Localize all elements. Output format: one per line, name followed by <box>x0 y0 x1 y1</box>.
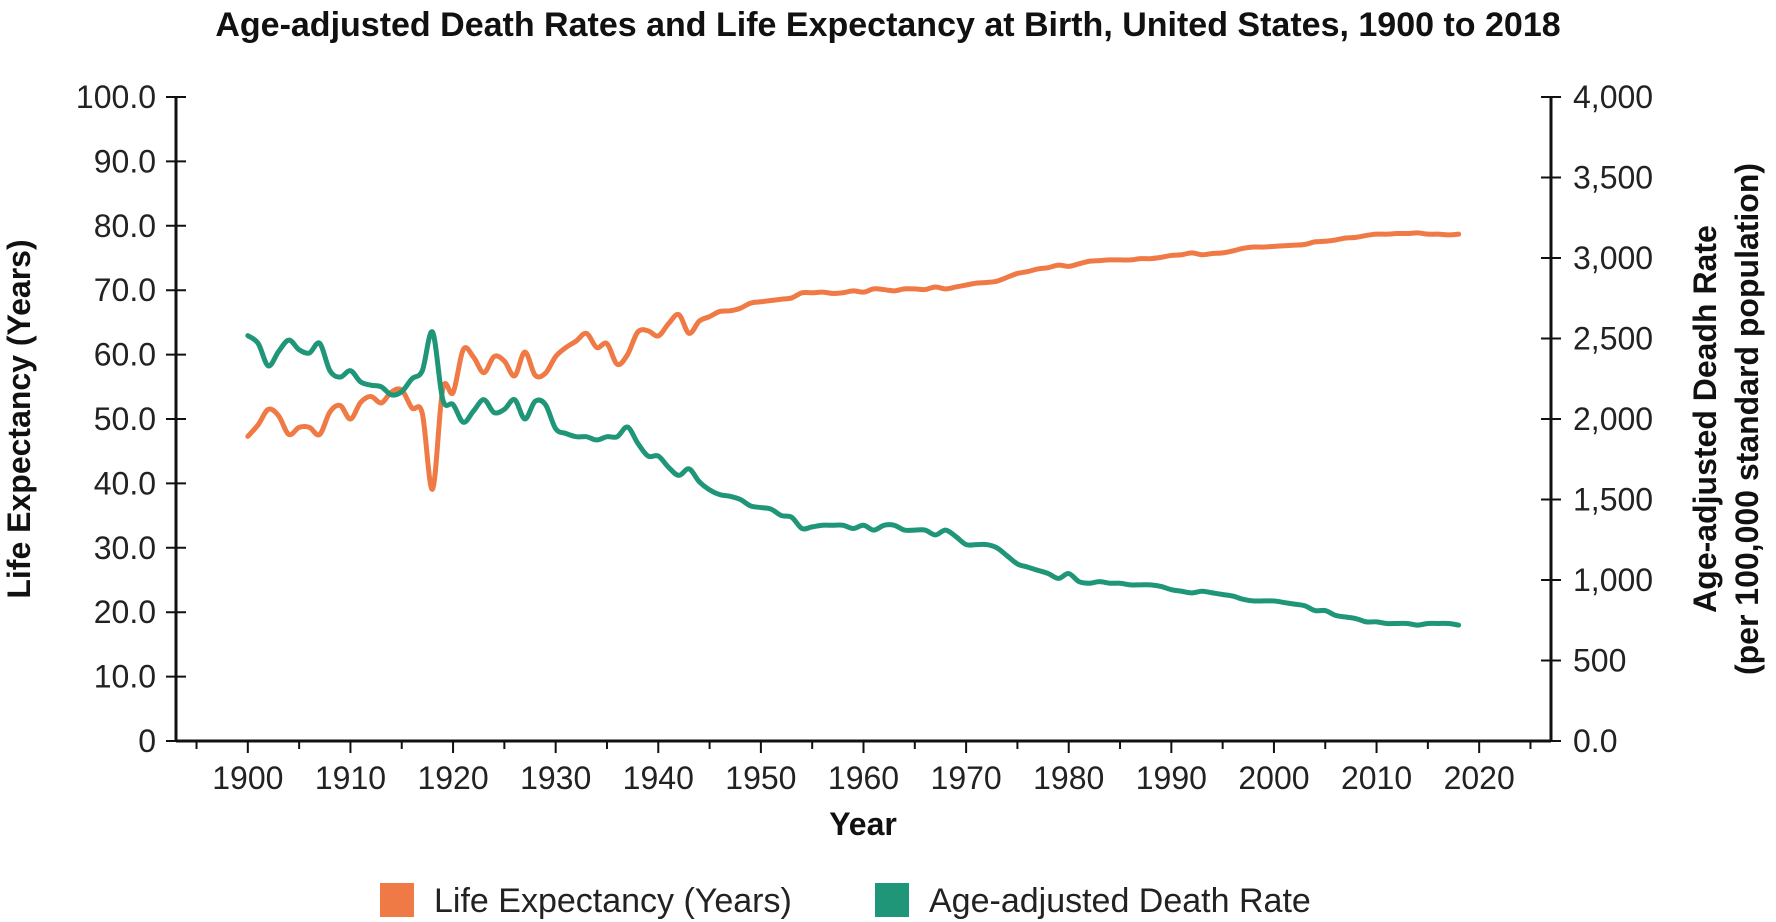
x-tick-label-2000: 2000 <box>1238 760 1309 796</box>
left-y-tick-label-30: 30.0 <box>94 530 156 566</box>
left-y-tick-labels: 0 10.0 20.0 30.0 40.0 50.0 60.0 70.0 80.0 90.0 100… <box>76 79 156 759</box>
x-tick-label-1980: 1980 <box>1033 760 1104 796</box>
legend-swatch-death-rate <box>875 883 909 917</box>
x-tick-label-1940: 1940 <box>623 760 694 796</box>
x-tick-label-1960: 1960 <box>828 760 899 796</box>
legend-label-life-expectancy: Life Expectancy (Years) <box>434 882 792 920</box>
left-y-tick-label-50: 50.0 <box>94 401 156 437</box>
x-tick-label-1990: 1990 <box>1136 760 1207 796</box>
left-y-tick-label-40: 40.0 <box>94 465 156 501</box>
left-y-axis-title: Life Expectancy (Years) <box>1 239 37 598</box>
right-y-tick-label-1000: 1,000 <box>1573 562 1653 598</box>
x-tick-label-1970: 1970 <box>931 760 1002 796</box>
right-y-axis-title-line1: Age-adjusted Deadh Rate <box>1687 225 1723 613</box>
left-y-tick-label-90: 90.0 <box>94 143 156 179</box>
right-y-tick-label-3500: 3,500 <box>1573 160 1653 196</box>
right-y-tick-label-500: 500 <box>1573 643 1626 679</box>
legend: Life Expectancy (Years) Age-adjusted Dea… <box>380 882 1311 920</box>
series-line-death-rate <box>245 329 1462 628</box>
x-axis-title: Year <box>829 806 897 842</box>
right-y-ticks <box>1541 96 1561 742</box>
right-y-tick-label-0: 0.0 <box>1573 723 1617 759</box>
right-y-axis-title-line2: (per 100,000 standard population) <box>1729 163 1765 675</box>
series-layer <box>245 230 1462 628</box>
left-y-tick-label-70: 70.0 <box>94 272 156 308</box>
right-y-tick-label-3000: 3,000 <box>1573 240 1653 276</box>
left-y-ticks <box>166 96 186 742</box>
right-y-tick-label-2500: 2,500 <box>1573 321 1653 357</box>
x-tick-label-1950: 1950 <box>725 760 796 796</box>
x-tick-label-1900: 1900 <box>212 760 283 796</box>
legend-label-death-rate: Age-adjusted Death Rate <box>929 882 1311 920</box>
right-y-tick-label-4000: 4,000 <box>1573 79 1653 115</box>
right-y-tick-labels: 0.0 500 1,000 1,500 2,000 2,500 3,000 3,500 4,00… <box>1573 79 1653 759</box>
right-y-tick-label-2000: 2,000 <box>1573 401 1653 437</box>
chart-title: Age-adjusted Death Rates and Life Expect… <box>215 6 1560 44</box>
x-tick-label-2020: 2020 <box>1444 760 1515 796</box>
x-tick-label-1910: 1910 <box>315 760 386 796</box>
left-y-tick-label-80: 80.0 <box>94 208 156 244</box>
x-tick-label-1930: 1930 <box>520 760 591 796</box>
series-line-life-expectancy <box>245 230 1462 492</box>
x-ticks <box>195 741 1532 753</box>
x-tick-label-2010: 2010 <box>1341 760 1412 796</box>
x-tick-labels: 1900 1910 1920 1930 1940 1950 1960 1970 1980 1990… <box>212 760 1515 796</box>
left-y-tick-label-100: 100.0 <box>76 79 156 115</box>
axes <box>174 97 1553 743</box>
legend-swatch-life-expectancy <box>380 883 414 917</box>
x-tick-label-1920: 1920 <box>417 760 488 796</box>
left-y-tick-label-60: 60.0 <box>94 337 156 373</box>
right-y-tick-label-1500: 1,500 <box>1573 482 1653 518</box>
left-y-tick-label-0: 0 <box>138 723 156 759</box>
left-y-tick-label-20: 20.0 <box>94 594 156 630</box>
left-y-tick-label-10: 10.0 <box>94 659 156 695</box>
